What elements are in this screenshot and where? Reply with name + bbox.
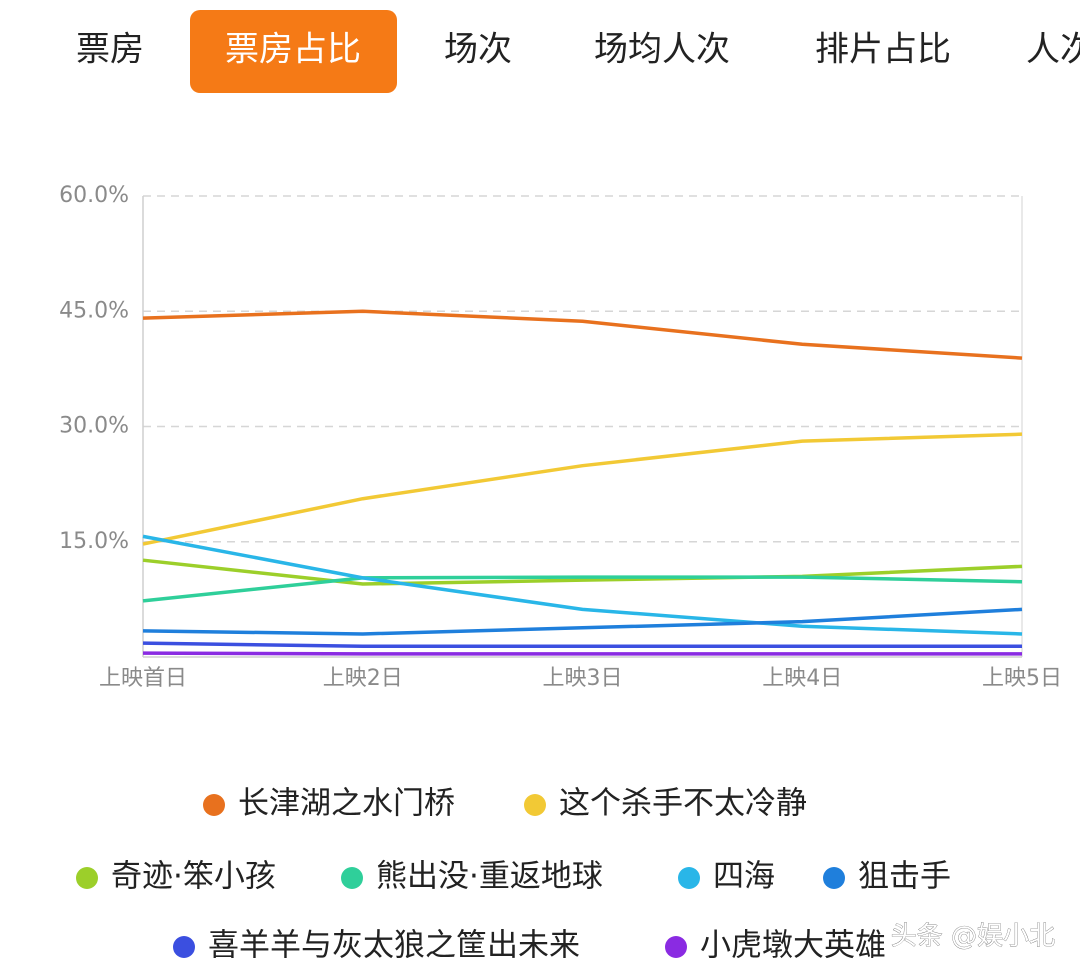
legend-marker xyxy=(173,936,195,958)
series-line xyxy=(142,432,1023,546)
legend-marker xyxy=(524,794,546,816)
series-line xyxy=(142,558,1023,586)
legend-label[interactable]: 小虎墩大英雄 xyxy=(700,928,886,964)
legend-marker xyxy=(203,794,225,816)
tab[interactable]: 场次 xyxy=(444,30,512,70)
legend-label[interactable]: 这个杀手不太冷静 xyxy=(559,786,807,822)
tab[interactable]: 票房占比 xyxy=(225,30,361,70)
x-tick-label: 上映2日 xyxy=(323,666,403,691)
legend-label[interactable]: 奇迹·笨小孩 xyxy=(111,859,276,895)
legend-marker xyxy=(76,867,98,889)
tab[interactable]: 人次 xyxy=(1026,30,1080,70)
y-tick-label: 15.0% xyxy=(59,529,129,554)
active-tab-bg xyxy=(190,10,397,93)
y-tick-label: 30.0% xyxy=(59,414,129,439)
tab[interactable]: 场均人次 xyxy=(594,30,730,70)
tab[interactable]: 票房 xyxy=(76,30,144,70)
series-line xyxy=(142,534,1023,636)
x-tick-label: 上映首日 xyxy=(99,666,187,691)
series-line xyxy=(142,641,1022,648)
x-tick-label: 上映4日 xyxy=(762,666,842,691)
y-tick-label: 60.0% xyxy=(59,183,129,208)
series-line xyxy=(142,607,1023,636)
series-line xyxy=(142,651,1022,656)
series-line xyxy=(142,309,1023,360)
legend-marker xyxy=(823,867,845,889)
legend-marker xyxy=(678,867,700,889)
watermark: 头条 @娱小北 xyxy=(891,922,1055,952)
x-tick-label: 上映5日 xyxy=(982,666,1062,691)
y-tick-label: 45.0% xyxy=(59,298,129,323)
legend-label[interactable]: 狙击手 xyxy=(858,859,951,895)
tab[interactable]: 排片占比 xyxy=(815,30,951,70)
legend-label[interactable]: 熊出没·重返地球 xyxy=(376,859,603,895)
x-tick-label: 上映3日 xyxy=(543,666,623,691)
legend-marker xyxy=(341,867,363,889)
legend-marker xyxy=(665,936,687,958)
legend-label[interactable]: 喜羊羊与灰太狼之筐出未来 xyxy=(208,928,580,964)
legend-label[interactable]: 四海 xyxy=(713,859,775,895)
legend-label[interactable]: 长津湖之水门桥 xyxy=(238,786,455,822)
series-line xyxy=(142,575,1023,603)
